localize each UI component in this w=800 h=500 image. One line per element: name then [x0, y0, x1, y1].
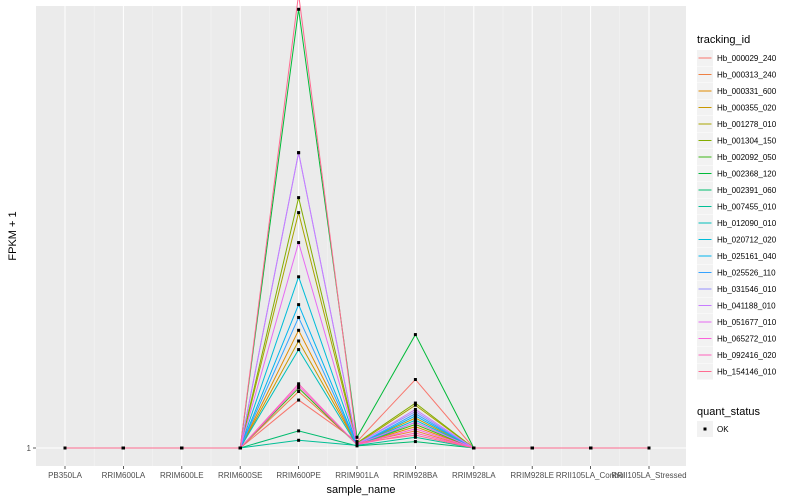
x-tick-label: RRIM600LE — [160, 471, 204, 480]
data-point — [238, 446, 242, 450]
data-point — [413, 427, 417, 431]
legend-items: Hb_000029_240 Hb_000313_240 Hb_000331_600 H… — [697, 50, 777, 380]
data-points — [63, 7, 651, 450]
data-point — [413, 401, 417, 405]
data-point — [297, 211, 301, 215]
x-tick-label: RRIM600LA — [102, 471, 146, 480]
data-point — [297, 348, 301, 352]
data-point — [413, 412, 417, 416]
legend-item-label: Hb_051677_010 — [717, 318, 777, 327]
y-axis-ticks: 1 — [27, 444, 36, 453]
legend: tracking_id Hb_000029_240Hb_000313_240Hb… — [697, 34, 777, 437]
legend-item-label: Hb_007455_010 — [717, 203, 777, 212]
legend-title: tracking_id — [697, 34, 750, 46]
x-axis-title: sample_name — [326, 484, 395, 496]
data-point — [297, 151, 301, 155]
legend2-title: quant_status — [697, 406, 760, 418]
x-tick-label: RRII105LA_Control — [556, 471, 626, 480]
legend-item-label: Hb_000355_020 — [717, 104, 777, 113]
data-point — [589, 446, 593, 450]
data-point — [355, 435, 359, 439]
data-point — [413, 429, 417, 433]
data-point — [413, 431, 417, 435]
x-tick-label: RRIM600PE — [276, 471, 320, 480]
data-point — [297, 438, 301, 442]
legend-item-label: Hb_002391_060 — [717, 186, 777, 195]
legend2-items: OK — [697, 421, 729, 437]
data-point — [413, 433, 417, 437]
data-point — [297, 7, 301, 11]
data-point — [413, 425, 417, 429]
legend2-item-label: OK — [717, 425, 729, 434]
x-axis-ticks: PB350LA RRIM600LA RRIM600LE RRIM600SE RRIM60… — [48, 466, 687, 480]
data-point — [180, 446, 184, 450]
data-point — [472, 446, 476, 450]
data-point — [413, 414, 417, 418]
data-point — [297, 398, 301, 402]
data-point — [413, 403, 417, 407]
data-point — [63, 446, 67, 450]
data-point — [297, 196, 301, 200]
data-point — [647, 446, 651, 450]
legend-item-label: Hb_001304_150 — [717, 137, 777, 146]
data-point — [413, 418, 417, 422]
data-point — [297, 303, 301, 307]
x-tick-label: RRII105LA_Stressed — [611, 471, 686, 480]
legend2-swatch — [703, 427, 707, 431]
data-point — [530, 446, 534, 450]
legend-item-label: Hb_002368_120 — [717, 170, 777, 179]
data-point — [413, 407, 417, 411]
legend-item-label: Hb_000029_240 — [717, 54, 777, 63]
data-point — [297, 384, 301, 388]
x-tick-label: RRIM928BA — [393, 471, 438, 480]
x-tick-label: RRIM901LA — [335, 471, 379, 480]
data-point — [297, 275, 301, 279]
data-point — [297, 386, 301, 390]
data-point — [413, 410, 417, 414]
legend-item-label: Hb_025526_110 — [717, 269, 776, 278]
legend-item-label: Hb_025161_040 — [717, 252, 777, 261]
x-tick-label: PB350LA — [48, 471, 82, 480]
data-point — [121, 446, 125, 450]
data-point — [413, 333, 417, 337]
data-point — [413, 435, 417, 439]
legend-item-label: Hb_001278_010 — [717, 120, 777, 129]
legend-item-label: Hb_012090_010 — [717, 219, 777, 228]
data-point — [355, 441, 359, 445]
legend-item-label: Hb_154146_010 — [717, 368, 777, 377]
data-point — [413, 422, 417, 426]
data-point — [413, 416, 417, 420]
data-point — [413, 378, 417, 382]
data-point — [297, 328, 301, 332]
plot-panel — [36, 6, 686, 466]
x-tick-label: RRIM600SE — [218, 471, 262, 480]
legend-item-label: Hb_092416_020 — [717, 351, 777, 360]
data-point — [297, 241, 301, 245]
legend-item-label: Hb_031546_010 — [717, 285, 777, 294]
data-point — [413, 440, 417, 444]
data-point — [413, 420, 417, 424]
legend-item-label: Hb_065272_010 — [717, 335, 777, 344]
legend-item-label: Hb_041188_010 — [717, 302, 776, 311]
data-point — [297, 382, 301, 386]
data-point — [355, 443, 359, 447]
x-tick-label: RRIM928LE — [510, 471, 554, 480]
data-point — [297, 390, 301, 394]
data-point — [297, 339, 301, 343]
legend-item-label: Hb_000331_600 — [717, 87, 777, 96]
legend-item-label: Hb_000313_240 — [717, 71, 777, 80]
data-point — [297, 429, 301, 433]
data-point — [297, 315, 301, 319]
y-axis-title: FPKM + 1 — [7, 211, 19, 260]
x-tick-label: RRIM928LA — [452, 471, 496, 480]
y-tick-label: 1 — [27, 444, 32, 453]
legend-item-label: Hb_002092_050 — [717, 153, 777, 162]
legend-item-label: Hb_020712_020 — [717, 236, 777, 245]
